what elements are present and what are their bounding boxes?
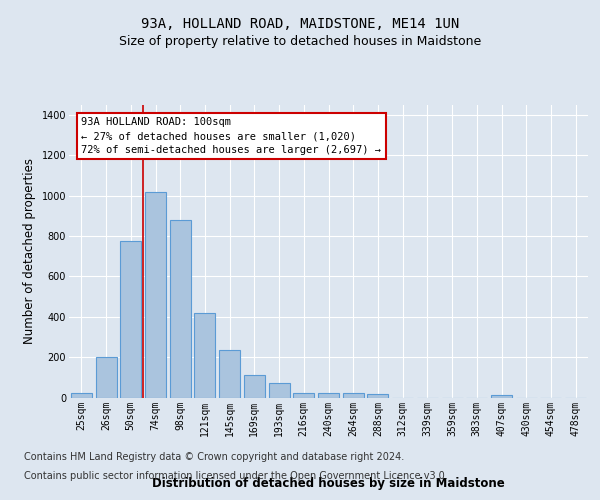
Text: Contains HM Land Registry data © Crown copyright and database right 2024.: Contains HM Land Registry data © Crown c… bbox=[24, 452, 404, 462]
Bar bbox=[269, 384, 290, 398]
Bar bbox=[95, 357, 116, 398]
Bar bbox=[194, 313, 215, 398]
Text: 93A, HOLLAND ROAD, MAIDSTONE, ME14 1UN: 93A, HOLLAND ROAD, MAIDSTONE, ME14 1UN bbox=[141, 18, 459, 32]
Bar bbox=[318, 394, 339, 398]
Bar bbox=[170, 220, 191, 398]
Bar bbox=[219, 350, 240, 398]
Bar bbox=[491, 396, 512, 398]
Text: Contains public sector information licensed under the Open Government Licence v3: Contains public sector information licen… bbox=[24, 471, 448, 481]
Text: Size of property relative to detached houses in Maidstone: Size of property relative to detached ho… bbox=[119, 35, 481, 48]
Y-axis label: Number of detached properties: Number of detached properties bbox=[23, 158, 36, 344]
Bar bbox=[367, 394, 388, 398]
Bar bbox=[244, 376, 265, 398]
Bar bbox=[293, 394, 314, 398]
Bar bbox=[343, 394, 364, 398]
Bar bbox=[120, 241, 141, 398]
X-axis label: Distribution of detached houses by size in Maidstone: Distribution of detached houses by size … bbox=[152, 477, 505, 490]
Bar bbox=[145, 192, 166, 398]
Text: 93A HOLLAND ROAD: 100sqm
← 27% of detached houses are smaller (1,020)
72% of sem: 93A HOLLAND ROAD: 100sqm ← 27% of detach… bbox=[82, 117, 382, 155]
Bar bbox=[71, 394, 92, 398]
